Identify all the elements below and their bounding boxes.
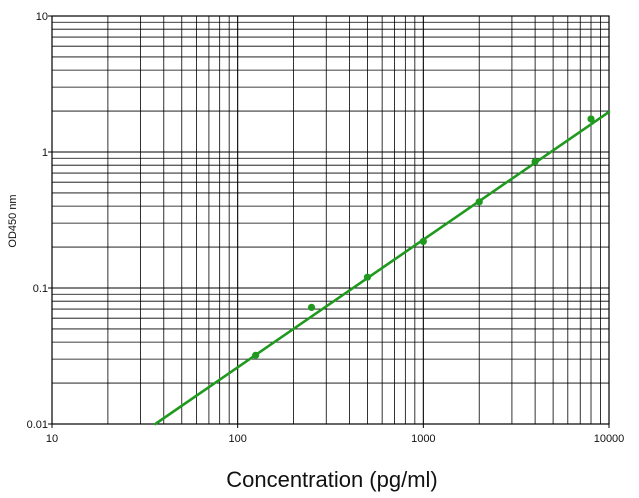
x-tick-label: 10000	[594, 433, 625, 445]
y-tick-label: 0.1	[33, 283, 48, 295]
data-point	[307, 303, 316, 312]
data-point	[475, 198, 483, 206]
x-axis-label: Concentration (pg/ml)	[226, 467, 438, 492]
data-point	[587, 115, 595, 123]
y-tick-label: 1	[42, 147, 48, 159]
data-point	[363, 273, 372, 281]
y-tick-label: 10	[36, 11, 48, 23]
data-point	[252, 351, 260, 359]
x-tick-label: 100	[228, 433, 246, 445]
grid	[52, 16, 609, 424]
data-series	[153, 110, 611, 426]
tick-labels: 10 100 1000 10000 10 1 0.1 0.01	[27, 11, 625, 445]
y-axis-label: OD450 nm	[7, 194, 19, 247]
data-point	[419, 237, 427, 246]
axes	[48, 15, 610, 428]
x-tick-label: 1000	[411, 433, 435, 445]
data-point	[531, 157, 539, 166]
x-tick-label: 10	[46, 433, 58, 445]
plot-frame	[51, 15, 610, 425]
y-tick-label: 0.01	[27, 419, 48, 431]
